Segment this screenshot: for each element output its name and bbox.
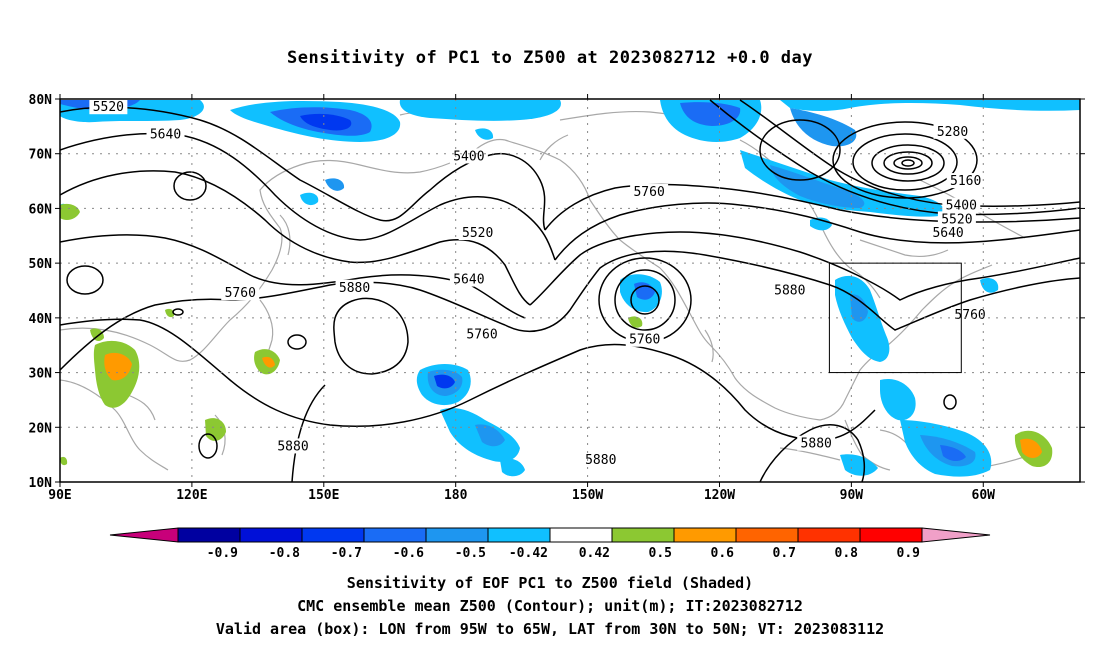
- colorbar-label: -0.6: [393, 546, 424, 561]
- contour-label: 5400: [453, 149, 484, 164]
- longitude-labels: 90E 120E 150E 180 150W 120W 90W 60W: [48, 488, 995, 503]
- colorbar-segment: [673, 527, 737, 543]
- colorbar-label: 0.9: [897, 546, 920, 561]
- contour-label: 5640: [453, 273, 484, 288]
- colorbar-label: -0.42: [509, 546, 548, 561]
- lat-label: 10N: [29, 476, 53, 491]
- colorbar-segment: [177, 527, 241, 543]
- contour-label-bg: [449, 271, 488, 287]
- contour-label-bg: [581, 452, 620, 468]
- lon-label: 60W: [972, 488, 996, 503]
- contour-label-bg: [463, 326, 502, 342]
- colorbar-segment: [549, 527, 613, 543]
- contour-label-bg: [625, 331, 664, 347]
- page-title: Sensitivity of PC1 to Z500 at 2023082712…: [286, 48, 813, 68]
- colorbar-label: -0.8: [269, 546, 300, 561]
- colorbar-segment: [301, 527, 365, 543]
- colorbar-label: 0.8: [835, 546, 859, 561]
- valid-area-box: [828, 262, 962, 374]
- colorbar: -0.9 -0.8 -0.7 -0.6 -0.5 -0.42 0.42 0.5 0.6 0.7 0.…: [109, 527, 991, 561]
- colorbar-label: -0.7: [331, 546, 362, 561]
- shading-negative: [60, 100, 1080, 477]
- contour-label-bg: [933, 123, 972, 139]
- lat-label: 30N: [29, 367, 53, 382]
- contour-label-bg: [951, 307, 990, 323]
- contour-label: 5160: [950, 174, 981, 189]
- contour-label: 5760: [954, 308, 985, 323]
- colorbar-low-end: [109, 527, 179, 543]
- lon-label: 150W: [572, 488, 603, 503]
- contour-label: 5520: [462, 226, 493, 241]
- lon-label: 120E: [176, 488, 207, 503]
- axis-ticks: [55, 94, 1085, 487]
- caption-contour: CMC ensemble mean Z500 (Contour); unit(m…: [297, 597, 803, 615]
- contour-label: 5880: [585, 453, 616, 468]
- contour-label-bg: [89, 99, 128, 115]
- contour-label: 5640: [932, 226, 963, 241]
- contour-label: 5640: [150, 128, 181, 143]
- contour-label-bg: [146, 126, 185, 142]
- colorbar-segment: [797, 527, 861, 543]
- colorbar-segment: [363, 527, 427, 543]
- contour-label-bg: [335, 279, 374, 295]
- contour-label: 5760: [466, 327, 497, 342]
- colorbar-segment: [425, 527, 489, 543]
- contour-label: 5760: [633, 185, 664, 200]
- lat-label: 60N: [29, 202, 53, 217]
- contour-label: 5880: [801, 437, 832, 452]
- contour-label-bg: [929, 225, 968, 241]
- lat-label: 80N: [29, 93, 53, 108]
- colorbar-segment: [611, 527, 675, 543]
- lat-label: 50N: [29, 257, 53, 272]
- contour-label-bg: [630, 184, 669, 200]
- contour-label-bg: [274, 438, 313, 454]
- contour-label: 5400: [946, 199, 977, 214]
- contour-label-bg: [449, 148, 488, 164]
- colorbar-label: 0.42: [579, 546, 610, 561]
- contour-label-bg: [937, 211, 976, 227]
- lat-label: 70N: [29, 148, 53, 163]
- latitude-labels: 80N 70N 60N 50N 40N 30N 20N 10N: [29, 93, 53, 491]
- lat-label: 20N: [29, 421, 53, 436]
- colorbar-segment: [735, 527, 799, 543]
- colorbar-segment: [239, 527, 303, 543]
- contour-label-bg: [458, 225, 497, 241]
- contour-label: 5520: [93, 100, 124, 115]
- colorbar-segment: [859, 527, 923, 543]
- contour-label-bg: [770, 282, 809, 298]
- contour-label: 5880: [339, 281, 370, 296]
- colorbar-label: 0.6: [711, 546, 735, 561]
- contour-label: 5880: [277, 439, 308, 454]
- contour-label: 5520: [941, 212, 972, 227]
- colorbar-label: 0.5: [649, 546, 672, 561]
- map-frame: [59, 98, 1081, 483]
- colorbar-high-end: [921, 527, 991, 543]
- contour-low-5280: [832, 121, 978, 199]
- lon-label: 180: [444, 488, 468, 503]
- contour-label: 5760: [629, 333, 660, 348]
- contour-label-bg: [942, 197, 981, 213]
- lon-label: 90E: [48, 488, 71, 503]
- shading-positive: [60, 203, 1053, 468]
- contour-label: 5760: [225, 286, 256, 301]
- contour-label: 5880: [774, 284, 805, 299]
- colorbar-segment: [487, 527, 551, 543]
- contour-label: 5280: [937, 125, 968, 140]
- lon-label: 150E: [308, 488, 339, 503]
- contour-label-bg: [797, 435, 836, 451]
- contour-label-bg: [221, 285, 260, 301]
- lon-label: 90W: [840, 488, 864, 503]
- colorbar-label: -0.9: [207, 546, 238, 561]
- colorbar-label: -0.5: [455, 546, 486, 561]
- contour-label-bg: [946, 173, 985, 189]
- lon-label: 120W: [704, 488, 735, 503]
- caption-valid-area: Valid area (box): LON from 95W to 65W, L…: [215, 620, 885, 638]
- colorbar-label: 0.7: [773, 546, 796, 561]
- lat-label: 40N: [29, 312, 53, 327]
- caption-shaded: Sensitivity of EOF PC1 to Z500 field (Sh…: [346, 574, 754, 592]
